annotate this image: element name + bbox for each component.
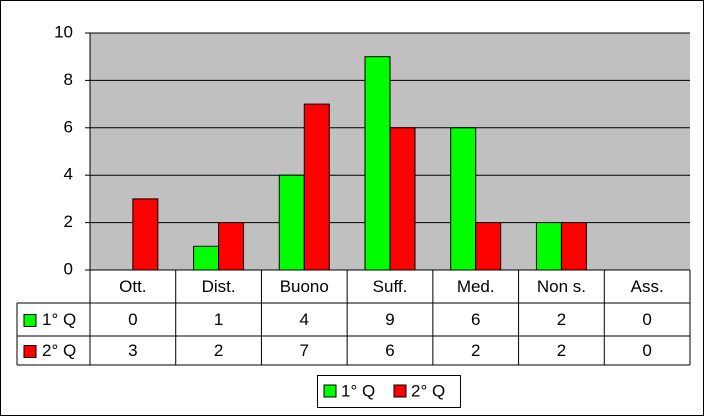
table-cell: 1 xyxy=(214,310,223,329)
y-tick-label: 8 xyxy=(64,70,73,89)
table-cell: 2 xyxy=(471,341,480,360)
table-cell: 3 xyxy=(128,341,137,360)
legend-label: 2° Q xyxy=(411,381,445,400)
y-tick-label: 10 xyxy=(54,22,73,41)
table-row-label: 1° Q xyxy=(42,310,76,329)
legend-key xyxy=(23,345,37,358)
x-tick-label: Ott. xyxy=(119,277,146,296)
bar xyxy=(450,127,477,271)
y-tick-label: 0 xyxy=(64,259,73,278)
table-row-label: 2° Q xyxy=(42,341,76,360)
y-tick-label: 4 xyxy=(64,165,73,184)
y-tick-label: 2 xyxy=(64,212,73,231)
table-cell: 0 xyxy=(642,341,651,360)
bar xyxy=(132,198,159,271)
x-tick-label: Med. xyxy=(457,277,495,296)
x-tick-label: Dist. xyxy=(202,277,236,296)
table-cell: 0 xyxy=(128,310,137,329)
y-tick-label: 6 xyxy=(64,117,73,136)
bar xyxy=(389,127,416,271)
x-tick-label: Ass. xyxy=(631,277,664,296)
table-cell: 4 xyxy=(300,310,309,329)
legend-key xyxy=(23,314,37,327)
table-cell: 2 xyxy=(557,341,566,360)
x-tick-label: Non s. xyxy=(537,277,586,296)
table-cell: 0 xyxy=(642,310,651,329)
legend-key xyxy=(393,384,407,398)
table-cell: 2 xyxy=(557,310,566,329)
legend-label: 1° Q xyxy=(341,381,375,400)
bar xyxy=(364,56,391,271)
table-cell: 9 xyxy=(385,310,394,329)
table-cell: 2 xyxy=(214,341,223,360)
table-cell: 6 xyxy=(385,341,394,360)
x-tick-label: Buono xyxy=(280,277,329,296)
legend xyxy=(317,375,461,408)
bar xyxy=(218,222,245,271)
x-tick-label: Suff. xyxy=(373,277,408,296)
bar xyxy=(560,222,587,271)
bar xyxy=(278,174,305,271)
bar xyxy=(475,222,502,271)
bar xyxy=(303,103,330,271)
bar xyxy=(193,245,220,271)
table-cell: 7 xyxy=(300,341,309,360)
legend-key xyxy=(323,384,337,398)
table-cell: 6 xyxy=(471,310,480,329)
bar xyxy=(535,222,562,271)
